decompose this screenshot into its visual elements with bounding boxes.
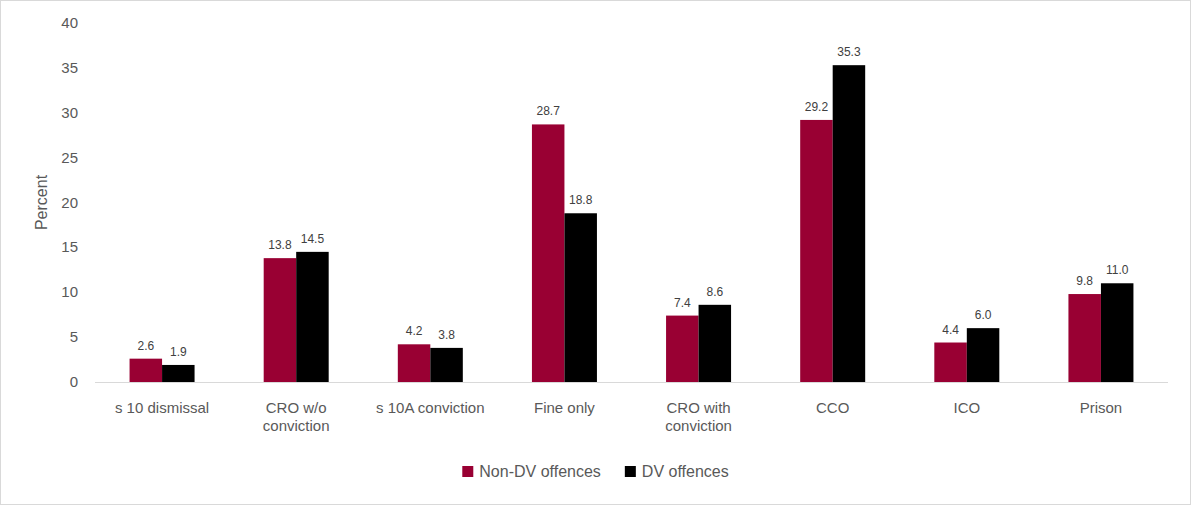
data-labels: 2.6 13.8 4.2 28.7 7.4 29.2 4.4 9.8 1.9 14.5 3.8 18.… (137, 45, 1128, 359)
data-label: 13.8 (268, 238, 292, 252)
x-axis-line (95, 382, 1168, 383)
data-label: 3.8 (438, 328, 455, 342)
y-tick-label: 30 (61, 104, 78, 121)
x-tick-label: Fine only (534, 399, 595, 416)
x-tick-label: CRO withconviction (665, 399, 732, 434)
bar (699, 305, 732, 382)
x-tick-label: Prison (1080, 399, 1123, 416)
legend-swatch (462, 466, 473, 477)
chart-container: 0 5 10 15 20 25 30 35 40 Percent 2.6 13.8 4.2 28.7 7.4… (0, 0, 1191, 505)
y-tick-label: 20 (61, 194, 78, 211)
bar (934, 343, 967, 382)
data-label: 1.9 (170, 345, 187, 359)
data-label: 8.6 (706, 285, 723, 299)
bar (800, 120, 833, 382)
x-tick-label-line: CRO w/o (266, 399, 327, 416)
data-label: 9.8 (1076, 274, 1093, 288)
data-label: 14.5 (301, 232, 325, 246)
x-tick-label-line: conviction (263, 417, 330, 434)
data-label: 18.8 (569, 193, 593, 207)
data-label: 35.3 (837, 45, 861, 59)
bar (666, 316, 699, 382)
y-tick-label: 0 (70, 373, 78, 390)
x-tick-label: s 10 dismissal (115, 399, 209, 416)
legend-label: DV offences (642, 463, 729, 480)
bar (130, 359, 163, 382)
x-tick-label: ICO (953, 399, 980, 416)
y-tick-label: 25 (61, 149, 78, 166)
bar (967, 328, 1000, 382)
data-label: 28.7 (537, 104, 561, 118)
bar (833, 65, 866, 382)
bars (130, 65, 1134, 382)
x-tick-label-line: CRO with (666, 399, 730, 416)
bar (564, 213, 597, 382)
bar (296, 252, 329, 382)
bar (1068, 294, 1101, 382)
bar (162, 365, 195, 382)
legend-swatch (625, 466, 636, 477)
bar (398, 344, 431, 382)
y-tick-label: 40 (61, 14, 78, 31)
x-tick-label: s 10A conviction (376, 399, 484, 416)
data-label: 11.0 (1106, 263, 1129, 277)
data-label: 4.2 (406, 324, 423, 338)
bar (264, 258, 297, 382)
bar (532, 124, 565, 382)
y-tick-label: 10 (61, 283, 78, 300)
bar (1101, 283, 1134, 382)
x-tick-label: CCO (816, 399, 849, 416)
x-tick-label: CRO w/oconviction (263, 399, 330, 434)
chart-border (1, 1, 1191, 505)
chart-svg: 0 5 10 15 20 25 30 35 40 Percent 2.6 13.8 4.2 28.7 7.4… (0, 0, 1191, 505)
y-axis-title: Percent (33, 174, 50, 230)
legend-label: Non-DV offences (479, 463, 601, 480)
y-tick-label: 35 (61, 59, 78, 76)
data-label: 6.0 (975, 308, 992, 322)
data-label: 29.2 (805, 100, 829, 114)
y-tick-label: 15 (61, 238, 78, 255)
data-label: 2.6 (137, 339, 154, 353)
data-label: 7.4 (674, 296, 691, 310)
legend: Non-DV offences DV offences (462, 463, 728, 480)
bar (430, 348, 463, 382)
x-tick-label-line: conviction (665, 417, 732, 434)
y-tick-label: 5 (70, 328, 78, 345)
data-label: 4.4 (942, 323, 959, 337)
